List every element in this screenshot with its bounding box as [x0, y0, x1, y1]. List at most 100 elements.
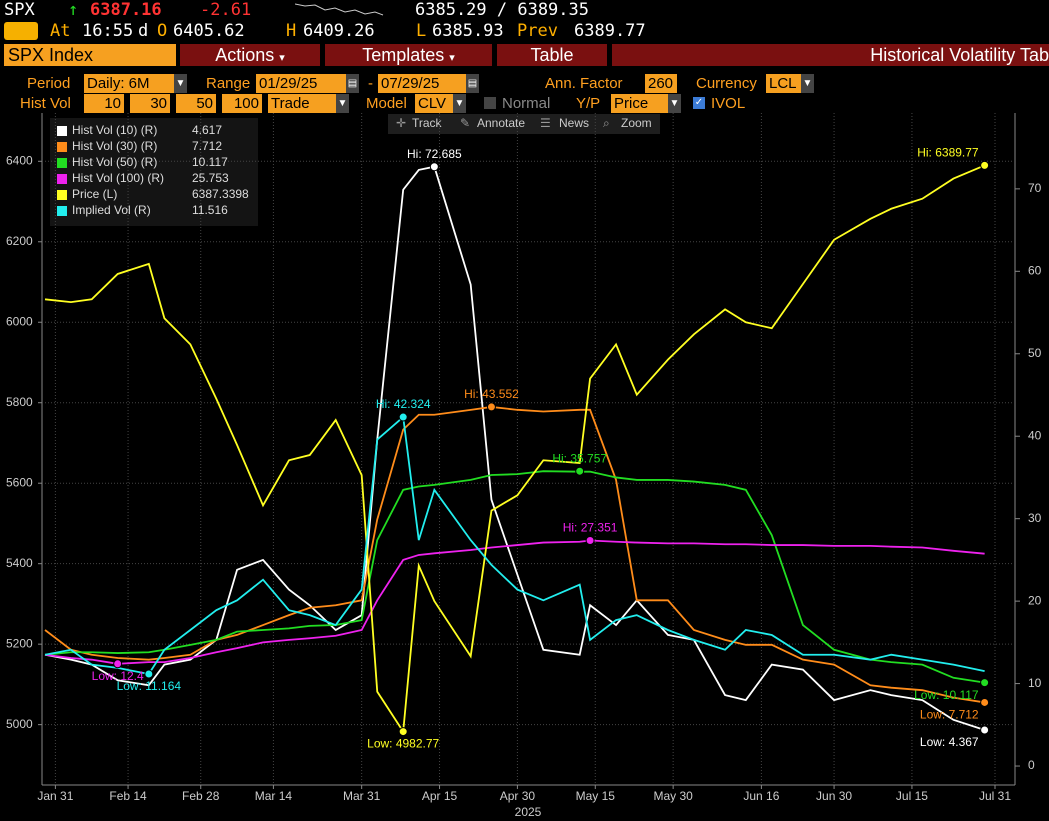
calendar[interactable]: ▤ — [346, 74, 359, 93]
y2-tick-label: 60 — [1028, 263, 1042, 277]
legend-label: Hist Vol (30) (R) — [72, 139, 157, 153]
x-tick-label: Mar 31 — [343, 789, 381, 803]
at-label: At — [50, 21, 71, 41]
legend-value: 25.753 — [192, 171, 229, 185]
x-tick-label: Jun 30 — [816, 789, 852, 803]
x-tick-label: Feb 14 — [109, 789, 147, 803]
legend-swatch — [57, 126, 67, 136]
trade[interactable]: Trade — [268, 94, 336, 113]
extreme-label: Hi: 72.685 — [407, 147, 462, 161]
period[interactable]: Daily: 6M — [84, 74, 174, 93]
y2-tick-label: 0 — [1028, 758, 1035, 772]
track[interactable]: Track — [412, 116, 443, 130]
extreme-marker — [980, 725, 990, 735]
extreme-marker — [980, 697, 990, 707]
sparkline — [295, 3, 384, 16]
table-tab[interactable]: Table — [497, 44, 607, 66]
legend-value: 11.516 — [192, 203, 228, 217]
actions-tab[interactable]: Actions ▾ — [180, 44, 320, 66]
icon: ☰ — [540, 116, 551, 130]
calendar[interactable]: ▤ — [466, 74, 479, 93]
icon: ✛ — [396, 116, 406, 130]
series-line — [44, 164, 985, 735]
yp[interactable]: Price — [611, 94, 668, 113]
model[interactable]: CLV — [415, 94, 453, 113]
x-tick-label: Jul 31 — [979, 789, 1011, 803]
extreme-marker — [575, 466, 585, 476]
d-flag: d — [138, 21, 149, 41]
security-tab[interactable]: SPX Index — [4, 44, 176, 66]
last-price: 6387.16 — [90, 0, 162, 20]
direction: ↑ — [68, 0, 79, 20]
checkbox-checked[interactable]: ✓ — [693, 97, 705, 109]
y2-tick-label: 20 — [1028, 593, 1042, 607]
icon: ✎ — [460, 116, 470, 130]
low-label: L — [416, 21, 427, 41]
news[interactable]: News — [559, 116, 589, 130]
x-year-label: 2025 — [515, 805, 542, 819]
dropdown[interactable]: ▼ — [174, 74, 187, 93]
y-tick-label: 5600 — [6, 475, 33, 489]
extreme-marker — [980, 678, 990, 688]
extreme-marker — [398, 727, 408, 737]
legend-swatch — [57, 158, 67, 168]
dropdown[interactable]: ▼ — [336, 94, 349, 113]
legend-label: Price (L) — [72, 187, 117, 201]
zoom[interactable]: Zoom — [621, 116, 652, 130]
currency[interactable]: LCL — [766, 74, 801, 93]
range-label: Range — [206, 75, 251, 92]
hist-vol-label: Hist Vol — [20, 95, 71, 112]
range-start[interactable]: 01/29/25 — [256, 74, 346, 93]
extreme-marker — [113, 659, 123, 669]
actions-label: Actions — [215, 45, 275, 65]
hv-window[interactable]: 100 — [222, 94, 262, 113]
toolbar — [388, 114, 660, 134]
y-tick-label: 5000 — [6, 717, 33, 731]
high: 6409.26 — [303, 21, 375, 41]
legend-swatch — [57, 190, 67, 200]
y-tick-label: 6200 — [6, 234, 33, 248]
legend-swatch — [57, 174, 67, 184]
model-label: Model — [366, 95, 407, 112]
x-tick-label: Jan 31 — [37, 789, 73, 803]
bid-ask: 6385.29 / 6389.35 — [415, 0, 589, 20]
open-label: O — [157, 21, 168, 41]
ticker: SPX — [4, 0, 35, 20]
hv-window[interactable]: 10 — [84, 94, 124, 113]
legend-value: 6387.3398 — [192, 187, 249, 201]
change: -2.61 — [200, 0, 252, 20]
annotate[interactable]: Annotate — [477, 116, 525, 130]
normal-label: Normal — [502, 95, 551, 112]
range-sep: - — [368, 75, 373, 92]
hv-window[interactable]: 50 — [176, 94, 216, 113]
x-tick-label: Mar 14 — [255, 789, 293, 803]
series-line — [44, 539, 985, 665]
ann-factor[interactable]: 260 — [645, 74, 677, 93]
series-line — [44, 415, 985, 675]
icon: ⌕ — [603, 116, 610, 130]
legend-value: 7.712 — [192, 139, 222, 153]
dropdown[interactable]: ▼ — [453, 94, 466, 113]
status-icon — [4, 22, 38, 40]
x-tick-label: Feb 28 — [182, 789, 220, 803]
ivol-label: IVOL — [711, 95, 746, 112]
range-end[interactable]: 07/29/25 — [378, 74, 466, 93]
y2-tick-label: 70 — [1028, 181, 1042, 195]
checkbox[interactable] — [484, 97, 496, 109]
dropdown[interactable]: ▼ — [668, 94, 681, 113]
dropdown[interactable]: ▼ — [801, 74, 814, 93]
y-tick-label: 6000 — [6, 314, 33, 328]
extreme-label: Hi: 6389.77 — [917, 146, 979, 160]
legend-swatch — [57, 206, 67, 216]
hv-window[interactable]: 30 — [130, 94, 170, 113]
templates-tab[interactable]: Templates ▾ — [325, 44, 492, 66]
extreme-label: Hi: 42.324 — [376, 397, 431, 411]
legend-label: Hist Vol (10) (R) — [72, 123, 157, 137]
prev-label: Prev — [517, 21, 558, 41]
x-tick-label: May 15 — [576, 789, 616, 803]
legend-label: Hist Vol (100) (R) — [72, 171, 164, 185]
extreme-label: Hi: 35.757 — [552, 451, 607, 465]
extreme-label: Low: 4.367 — [920, 735, 979, 749]
